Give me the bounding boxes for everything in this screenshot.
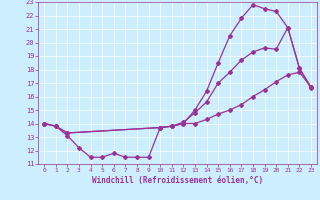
X-axis label: Windchill (Refroidissement éolien,°C): Windchill (Refroidissement éolien,°C): [92, 176, 263, 185]
